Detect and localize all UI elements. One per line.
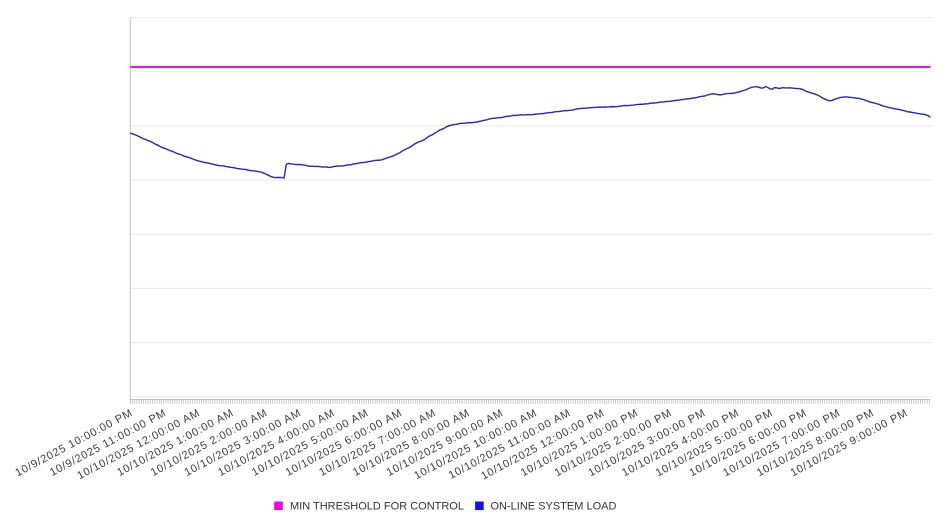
- svg-text:ON-LINE SYSTEM LOAD: ON-LINE SYSTEM LOAD: [491, 501, 617, 513]
- svg-text:MIN THRESHOLD FOR CONTROL: MIN THRESHOLD FOR CONTROL: [290, 501, 464, 513]
